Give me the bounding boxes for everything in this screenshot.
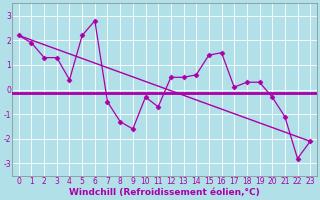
- X-axis label: Windchill (Refroidissement éolien,°C): Windchill (Refroidissement éolien,°C): [69, 188, 260, 197]
